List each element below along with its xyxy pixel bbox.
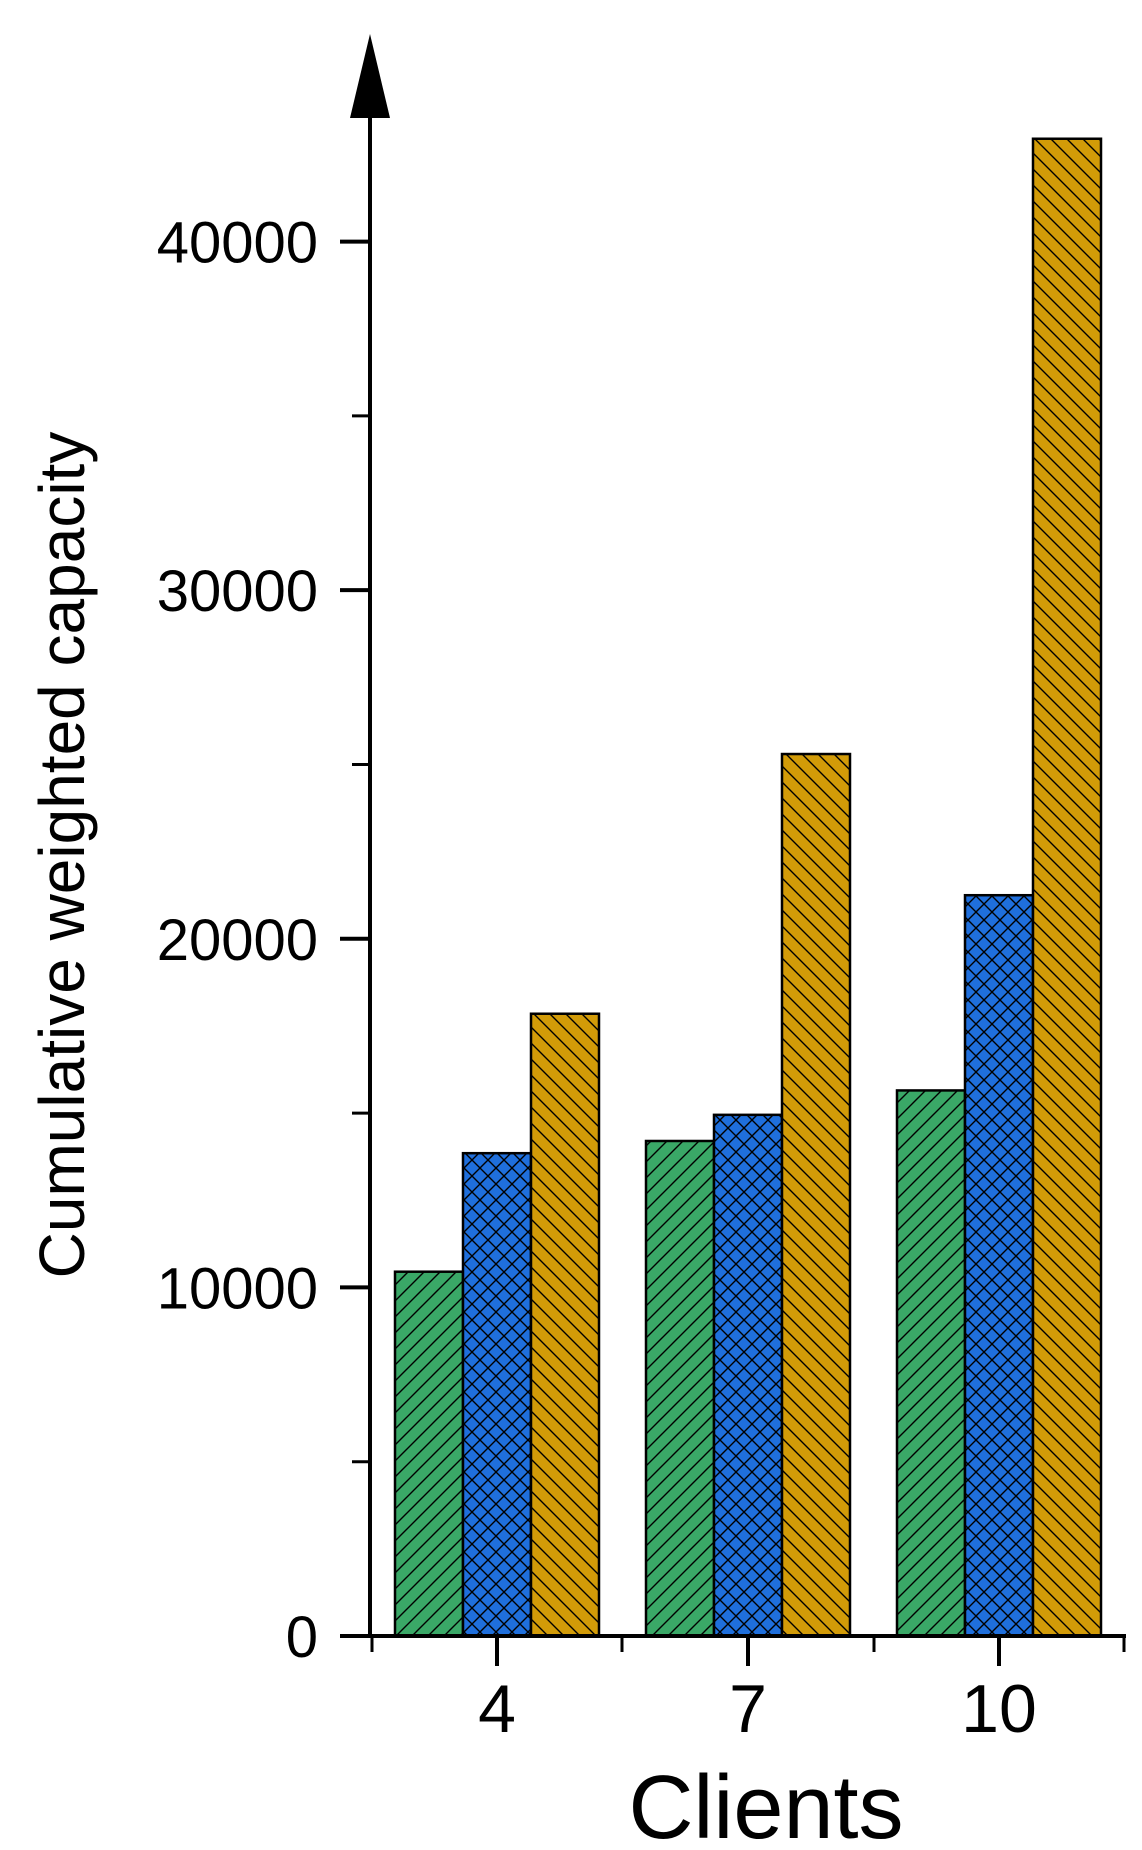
- y-tick-label: 40000: [157, 211, 318, 276]
- bar-s2-c7: [780, 752, 852, 1638]
- y-tick-label: 20000: [157, 908, 318, 973]
- x-tick-label: 7: [729, 1671, 767, 1747]
- x-axis-title: Clients: [628, 1758, 903, 1850]
- x-ticks-group: 4 7 10: [370, 1636, 1126, 1747]
- bars-group: [393, 137, 1103, 1638]
- y-tick-label: 10000: [157, 1256, 318, 1321]
- y-tick-label: 30000: [157, 559, 318, 624]
- bar-s0-c10: [895, 1089, 967, 1638]
- y-axis-title: Cumulative weighted capacity: [26, 432, 98, 1279]
- x-tick-label: 4: [478, 1671, 516, 1747]
- bar-s2-c4: [529, 1012, 601, 1638]
- bar-s1-c7: [712, 1113, 784, 1638]
- y-ticks-group: 0 10000 20000 30000 40000: [157, 211, 370, 1670]
- x-tick-label: 10: [961, 1671, 1037, 1747]
- bar-s1-c4: [461, 1151, 533, 1638]
- bar-s0-c4: [393, 1270, 465, 1638]
- axes-group: [340, 34, 1126, 1638]
- bar-s1-c10: [963, 893, 1035, 1638]
- y-axis-arrowhead: [350, 34, 390, 118]
- bar-s2-c10: [1031, 137, 1103, 1638]
- bar-s0-c7: [644, 1139, 716, 1638]
- y-tick-label: 0: [286, 1605, 318, 1670]
